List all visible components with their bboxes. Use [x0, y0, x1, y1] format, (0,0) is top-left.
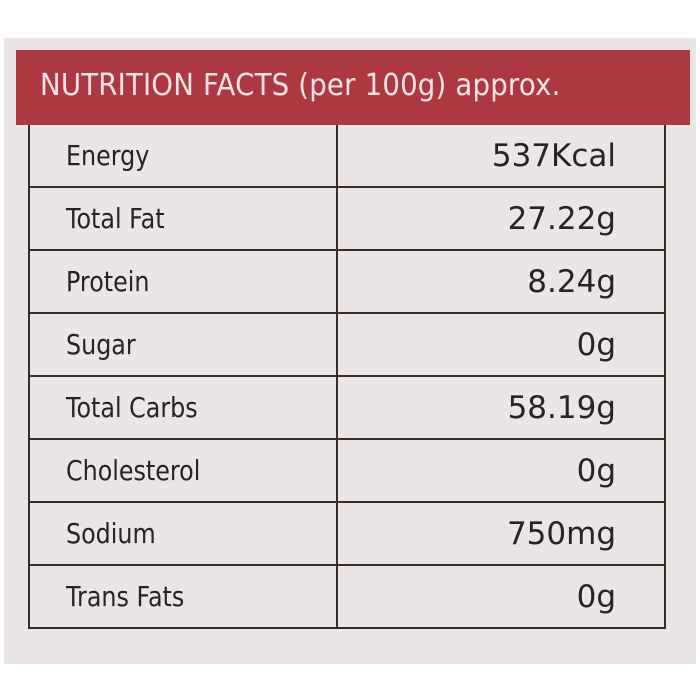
nutrient-name: Trans Fats — [66, 580, 185, 613]
nutrient-name: Cholesterol — [66, 454, 201, 487]
table-row: Total Fat 27.22g — [28, 186, 666, 251]
nutrient-cell: Sodium — [28, 501, 338, 566]
table-row: Sugar 0g — [28, 312, 666, 377]
nutrient-value: 750mg — [336, 501, 666, 566]
nutrient-cell: Protein — [28, 249, 338, 314]
nutrient-name: Sodium — [66, 517, 156, 550]
nutrient-value: 537Kcal — [336, 125, 666, 188]
label-photo: NUTRITION FACTS (per 100g) approx. Energ… — [4, 38, 696, 664]
nutrient-cell: Trans Fats — [28, 564, 338, 629]
table-row: Cholesterol 0g — [28, 438, 666, 503]
nutrient-value: 0g — [336, 564, 666, 629]
nutrient-cell: Total Carbs — [28, 375, 338, 440]
nutrient-value: 27.22g — [336, 186, 666, 251]
nutrient-name: Total Fat — [66, 202, 165, 235]
nutrient-cell: Energy — [28, 125, 338, 188]
nutrient-cell: Cholesterol — [28, 438, 338, 503]
nutrient-name: Total Carbs — [66, 391, 198, 424]
table-row: Sodium 750mg — [28, 501, 666, 566]
nutrition-table: Energy 537Kcal Total Fat 27.22g Protein 8.24g… — [28, 125, 666, 629]
table-row: Trans Fats 0g — [28, 564, 666, 629]
title: NUTRITION FACTS (per 100g) approx. — [40, 68, 561, 103]
nutrient-cell: Sugar — [28, 312, 338, 377]
nutrient-value: 0g — [336, 438, 666, 503]
table-row: Energy 537Kcal — [28, 125, 666, 188]
nutrient-name: Sugar — [66, 328, 136, 361]
nutrient-cell: Total Fat — [28, 186, 338, 251]
nutrient-name: Protein — [66, 265, 150, 298]
header-band: NUTRITION FACTS (per 100g) approx. — [16, 50, 690, 125]
nutrient-value: 0g — [336, 312, 666, 377]
nutrient-value: 8.24g — [336, 249, 666, 314]
table-row: Protein 8.24g — [28, 249, 666, 314]
table-row: Total Carbs 58.19g — [28, 375, 666, 440]
nutrient-value: 58.19g — [336, 375, 666, 440]
nutrient-name: Energy — [66, 139, 150, 172]
